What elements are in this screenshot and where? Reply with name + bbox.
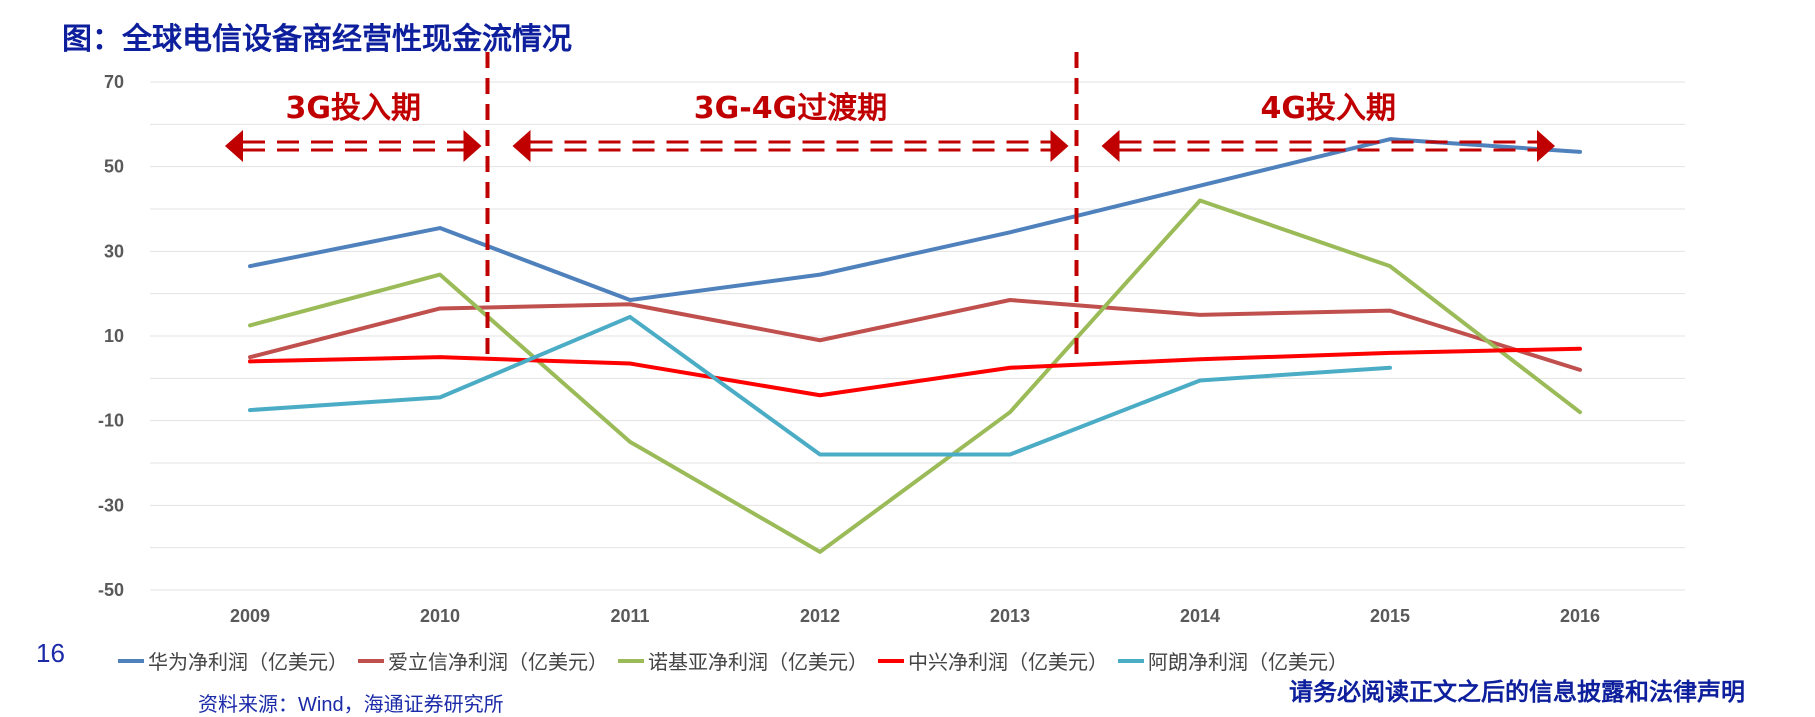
- phase-arrow-head-right: [463, 130, 482, 162]
- y-tick-label: 70: [104, 72, 124, 92]
- legend-swatch: [358, 658, 384, 663]
- legend-item-alcatel-lucent: 阿朗净利润（亿美元）: [1118, 646, 1348, 675]
- series-line-3: [248, 346, 1582, 398]
- x-tick-label: 2011: [610, 606, 649, 626]
- legend-item-ericsson: 爱立信净利润（亿美元）: [358, 646, 608, 675]
- chart-legend: 华为净利润（亿美元） 爱立信净利润（亿美元） 诺基亚净利润（亿美元） 中兴净利润…: [118, 646, 1358, 675]
- phase-arrow-head-left: [512, 130, 531, 162]
- y-tick-label: 10: [104, 326, 124, 346]
- y-tick-label: -10: [98, 411, 124, 431]
- page-number: 16: [36, 638, 65, 668]
- y-tick-label: -50: [98, 580, 124, 600]
- legend-swatch: [1118, 658, 1144, 663]
- series-line-4: [248, 314, 1392, 457]
- grid-lines: [150, 81, 1685, 591]
- phase-arrow-head-right: [1050, 130, 1069, 162]
- phase-label: 4G投入期: [1261, 91, 1397, 126]
- legend-item-nokia: 诺基亚净利润（亿美元）: [618, 646, 868, 675]
- legend-label: 中兴净利润（亿美元）: [908, 650, 1108, 674]
- page-title: 图：全球电信设备商经营性现金流情况: [62, 22, 572, 57]
- phase-label: 3G投入期: [286, 91, 422, 126]
- x-tick-label: 2015: [1370, 606, 1410, 626]
- phase-arrow-head-left: [225, 130, 243, 162]
- legend-swatch: [118, 658, 144, 663]
- legend-label: 阿朗净利润（亿美元）: [1148, 650, 1348, 674]
- series-lines: [248, 137, 1582, 554]
- x-tick-label: 2014: [1180, 606, 1220, 626]
- series-line-0: [248, 137, 1582, 303]
- legend-label: 诺基亚净利润（亿美元）: [648, 650, 868, 674]
- legend-swatch: [618, 658, 644, 663]
- x-tick-label: 2009: [230, 606, 270, 626]
- x-tick-label: 2012: [800, 606, 840, 626]
- y-axis-ticks: 70 50 30 10 -10 -30 -50: [98, 72, 124, 600]
- x-tick-label: 2010: [420, 606, 460, 626]
- legend-label: 爱立信净利润（亿美元）: [388, 650, 608, 674]
- legend-label: 华为净利润（亿美元）: [148, 650, 348, 674]
- phase-annotations: 3G投入期 3G-4G过渡期 4G投入期: [225, 52, 1555, 355]
- phase-arrow-head-right: [1537, 130, 1555, 162]
- phase-label: 3G-4G过渡期: [694, 91, 887, 126]
- series-line-2: [248, 198, 1582, 554]
- x-axis-ticks: 2009 2010 2011 2012 2013 2014 2015 2016: [230, 606, 1600, 626]
- x-tick-label: 2016: [1560, 606, 1600, 626]
- legend-swatch: [878, 658, 904, 663]
- series-line-1: [248, 298, 1582, 372]
- disclaimer: 请务必阅读正文之后的信息披露和法律声明: [1289, 677, 1745, 706]
- phase-arrow-head-left: [1101, 130, 1120, 162]
- legend-item-huawei: 华为净利润（亿美元）: [118, 646, 348, 675]
- y-tick-label: 50: [104, 157, 124, 177]
- y-tick-label: -30: [98, 495, 124, 515]
- x-tick-label: 2013: [990, 606, 1030, 626]
- y-tick-label: 30: [104, 241, 124, 261]
- source-note: 资料来源：Wind，海通证券研究所: [198, 694, 504, 716]
- legend-item-zte: 中兴净利润（亿美元）: [878, 646, 1108, 675]
